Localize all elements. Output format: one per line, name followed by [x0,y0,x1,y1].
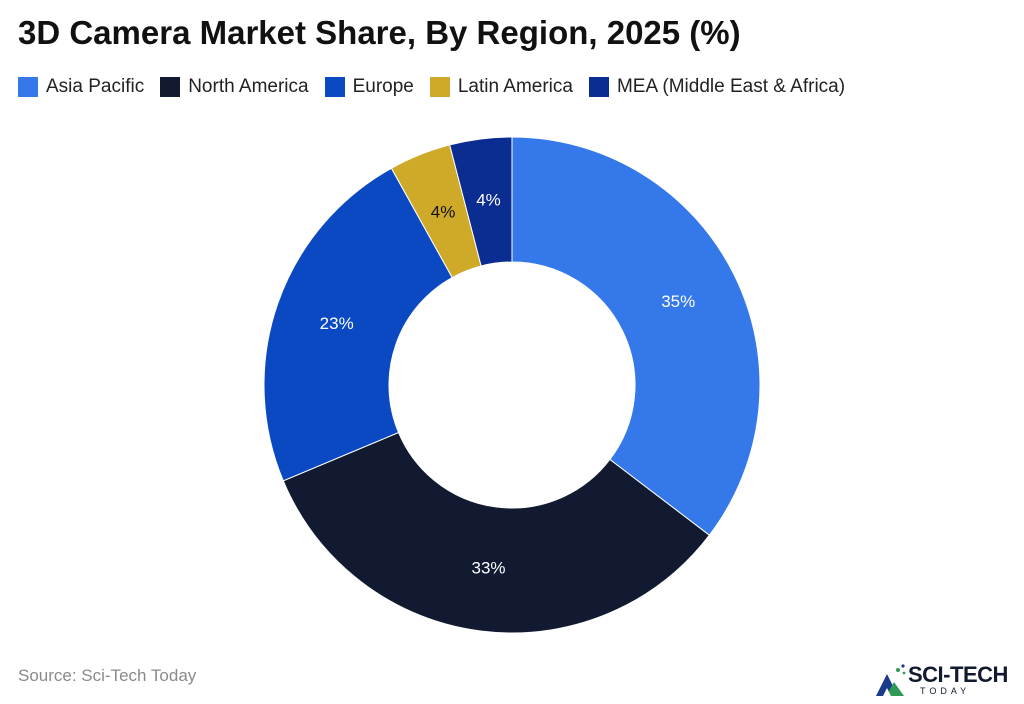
slice-mea [449,136,513,267]
legend-swatch-north-america [160,77,181,97]
slice-north-america [282,431,711,634]
legend-item-latin-america: Latin America [429,76,573,98]
legend-item-asia-pacific: Asia Pacific [18,76,144,98]
data-label-latin-america: 4% [431,202,456,221]
slice-europe [263,167,453,482]
legend: Asia Pacific North America Europe Latin … [18,76,861,98]
brand-logo: SCI-TECH TODAY [874,662,1022,700]
legend-item-north-america: North America [160,76,309,98]
data-label-north-america: 33% [472,558,506,577]
chart-title: 3D Camera Market Share, By Region, 2025 … [18,14,741,51]
legend-swatch-asia-pacific [18,77,38,97]
legend-swatch-mea [588,77,609,97]
mountain-logo-icon [876,664,906,696]
legend-item-europe: Europe [324,76,414,98]
source-note: Source: Sci-Tech Today [18,666,197,685]
legend-label-latin-america: Latin America [457,76,573,97]
legend-item-mea: MEA (Middle East & Africa) [588,76,846,98]
brand-subtitle: TODAY [920,686,971,696]
slice-asia-pacific [511,136,761,536]
legend-swatch-europe [324,77,345,97]
data-label-mea: 4% [476,190,501,209]
legend-label-north-america: North America [188,76,309,97]
brand-name: SCI-TECH [908,662,1008,687]
data-label-europe: 23% [320,314,354,333]
data-label-asia-pacific: 35% [661,292,695,311]
legend-label-europe: Europe [352,76,414,97]
legend-swatch-latin-america [429,77,450,97]
legend-label-asia-pacific: Asia Pacific [46,76,145,97]
legend-label-mea: MEA (Middle East & Africa) [616,76,846,97]
